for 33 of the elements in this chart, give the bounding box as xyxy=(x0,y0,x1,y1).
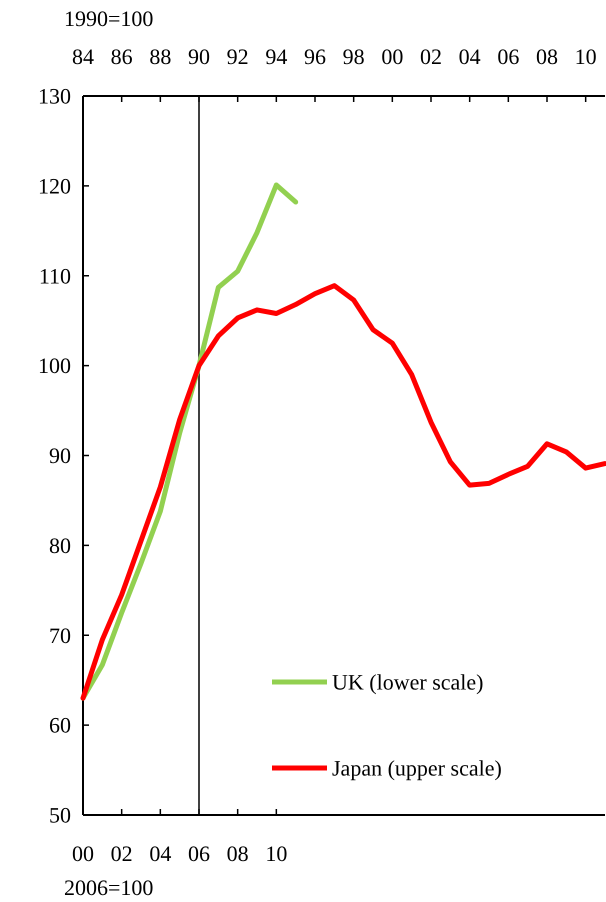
x2-tick-label: 02 xyxy=(420,44,442,69)
x2-tick-label: 10 xyxy=(574,44,597,69)
y-tick-label: 70 xyxy=(49,622,71,648)
x-axis-title: 2006=100 xyxy=(64,875,154,900)
x2-tick-label: 92 xyxy=(226,44,249,69)
y-tick-label: 90 xyxy=(49,443,71,468)
y-tick-label: 50 xyxy=(49,802,71,828)
x2-tick-label: 86 xyxy=(110,44,133,69)
x2-tick-label: 88 xyxy=(149,44,172,69)
x-tick-label: 04 xyxy=(149,841,172,866)
x2-tick-label: 00 xyxy=(381,44,404,69)
y-tick-label: 110 xyxy=(38,263,71,288)
y-tick-label: 130 xyxy=(38,84,71,108)
x2-tick-label: 96 xyxy=(304,44,326,69)
x-tick-label: 02 xyxy=(110,841,133,866)
y-tick-label: 60 xyxy=(49,712,71,738)
y-tick-label: 80 xyxy=(49,532,71,558)
x-tick-label: 08 xyxy=(226,841,249,866)
x2-tick-label: 08 xyxy=(536,44,558,69)
x-tick-label: 00 xyxy=(72,841,94,866)
x-tick-label: 06 xyxy=(188,841,210,866)
x2-tick-label: 06 xyxy=(497,44,520,69)
x2-tick-label: 84 xyxy=(72,44,94,69)
x-tick-label: 10 xyxy=(265,841,288,866)
legend-label: Japan (upper scale) xyxy=(332,756,502,780)
x2-tick-label: 98 xyxy=(342,44,365,69)
x2-tick-label: 94 xyxy=(265,44,288,69)
x2-tick-label: 04 xyxy=(458,44,481,69)
x2-tick-label: 90 xyxy=(188,44,210,69)
legend-label: UK (lower scale) xyxy=(332,670,484,694)
y-tick-label: 120 xyxy=(38,173,71,198)
y-tick-label: 100 xyxy=(38,353,71,378)
x2-axis-title: 1990=100 xyxy=(64,6,154,31)
